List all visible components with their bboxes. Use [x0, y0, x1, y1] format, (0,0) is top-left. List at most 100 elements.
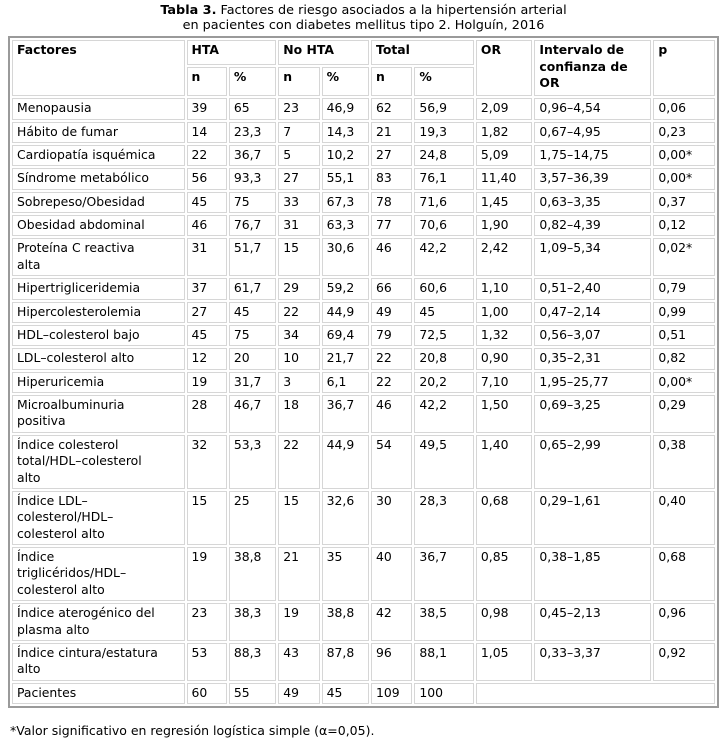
- factor-cell: Hipercolesterolemia: [12, 301, 185, 323]
- total-n-cell: 40: [371, 547, 413, 602]
- nohta-pct-cell: 46,9: [321, 98, 370, 120]
- or-cell: 1,05: [475, 642, 533, 681]
- hta-n-cell: 15: [186, 490, 227, 546]
- total-pct-cell: 56,9: [414, 98, 474, 120]
- nohta-pct-cell: 59,2: [321, 278, 370, 300]
- total-pct-cell: 71,6: [414, 191, 474, 214]
- ci-cell: 0,35–2,31: [534, 348, 652, 370]
- or-cell: 0,90: [475, 348, 533, 370]
- ci-cell: 1,75–14,75: [534, 144, 652, 167]
- p-cell: 0,92: [653, 642, 715, 681]
- hta-n-cell: 19: [186, 547, 227, 602]
- nohta-pct-cell: 21,7: [321, 348, 370, 370]
- nohta-pct-cell: 44,9: [321, 434, 370, 489]
- hta-n-cell: 28: [186, 395, 227, 433]
- table-row: Hábito de fumar 14 23,3 7 14,3 21 19,3 1,82 0,67…: [12, 121, 715, 143]
- nohta-pct-cell: 14,3: [321, 121, 370, 143]
- table-title-number: Tabla 3.: [160, 3, 217, 18]
- table-row: Índice triglicéridos/HDL– colesterol alt…: [12, 547, 715, 602]
- table-row: Menopausia 39 65 23 46,9 62 56,9 2,09 0,96–4,54 0…: [12, 98, 715, 120]
- or-cell: 7,10: [475, 371, 533, 394]
- nohta-n-cell: 23: [278, 98, 320, 120]
- total-n-cell: 27: [371, 144, 413, 167]
- nohta-pct-cell: 6,1: [321, 371, 370, 394]
- or-cell: 2,09: [475, 98, 533, 120]
- subheader-total-pct: %: [414, 67, 474, 97]
- total-n-cell: 49: [371, 301, 413, 323]
- nohta-n-cell: 22: [278, 434, 320, 489]
- total-n-cell: 78: [371, 191, 413, 214]
- ci-cell: 0,67–4,95: [534, 121, 652, 143]
- hta-pct-cell: 61,7: [228, 278, 277, 300]
- total-pct-cell: 72,5: [414, 324, 474, 347]
- hta-n-cell: 45: [186, 191, 227, 214]
- factor-cell: Hábito de fumar: [12, 121, 185, 143]
- factor-cell: Hiperuricemia: [12, 371, 185, 394]
- nohta-n-cell: 3: [278, 371, 320, 394]
- or-cell: 2,42: [475, 238, 533, 277]
- nohta-n-cell: 29: [278, 278, 320, 300]
- hta-pct-cell: 65: [228, 98, 277, 120]
- or-cell: 0,68: [475, 490, 533, 546]
- nohta-n-cell: 15: [278, 238, 320, 277]
- p-cell: 0,06: [653, 98, 715, 120]
- p-cell: 0,40: [653, 490, 715, 546]
- or-cell: 1,90: [475, 215, 533, 237]
- hta-n-cell: 14: [186, 121, 227, 143]
- col-header-hta: HTA: [186, 40, 277, 66]
- subheader-total-n: n: [371, 67, 413, 97]
- col-header-no-hta: No HTA: [278, 40, 370, 66]
- hta-n-cell: 12: [186, 348, 227, 370]
- table-row: Cardiopatía isquémica 22 36,7 5 10,2 27 24,8 5,…: [12, 144, 715, 167]
- total-n-cell: 62: [371, 98, 413, 120]
- ci-cell: 3,57–36,39: [534, 168, 652, 190]
- hta-pct-cell: 38,8: [228, 547, 277, 602]
- factor-cell: Menopausia: [12, 98, 185, 120]
- ci-cell: 0,69–3,25: [534, 395, 652, 433]
- col-header-or: OR: [475, 40, 533, 97]
- hta-n-cell: 56: [186, 168, 227, 190]
- p-cell: 0,00*: [653, 168, 715, 190]
- ci-cell: 1,95–25,77: [534, 371, 652, 394]
- nohta-n-cell: 7: [278, 121, 320, 143]
- factor-cell: HDL–colesterol bajo: [12, 324, 185, 347]
- col-header-factores: Factores: [12, 40, 185, 97]
- nohta-pct-cell: 32,6: [321, 490, 370, 546]
- table-row: Índice cintura/estatura alto 53 88,3 43 87,8…: [12, 642, 715, 681]
- total-pct-cell: 49,5: [414, 434, 474, 489]
- hta-pct-cell: 38,3: [228, 603, 277, 641]
- hta-n-cell: 27: [186, 301, 227, 323]
- total-n-cell: 21: [371, 121, 413, 143]
- nohta-pct-cell: 38,8: [321, 603, 370, 641]
- or-cell: 1,10: [475, 278, 533, 300]
- nohta-n-cell: 27: [278, 168, 320, 190]
- hta-pct-cell: 75: [228, 324, 277, 347]
- total-pct-cell: 19,3: [414, 121, 474, 143]
- nohta-pct-cell: 44,9: [321, 301, 370, 323]
- header-row-groups: Factores HTA No HTA Total OR Intervalo d…: [12, 40, 715, 97]
- hta-n-cell: 53: [186, 642, 227, 681]
- factor-cell: Proteína C reactiva alta: [12, 238, 185, 277]
- hta-pct-cell: 53,3: [228, 434, 277, 489]
- factor-cell: LDL–colesterol alto: [12, 348, 185, 370]
- nohta-n-cell: 49: [278, 682, 320, 705]
- hta-pct-cell: 25: [228, 490, 277, 546]
- factor-cell: Síndrome metabólico: [12, 168, 185, 190]
- or-cell: 11,40: [475, 168, 533, 190]
- hta-n-cell: 32: [186, 434, 227, 489]
- p-cell: 0,00*: [653, 144, 715, 167]
- table-row: Índice aterogénico del plasma alto 23 38,3…: [12, 603, 715, 641]
- hta-pct-cell: 93,3: [228, 168, 277, 190]
- ci-cell: 0,82–4,39: [534, 215, 652, 237]
- or-cell: 1,50: [475, 395, 533, 433]
- ci-cell: 0,65–2,99: [534, 434, 652, 489]
- hta-pct-cell: 55: [228, 682, 277, 705]
- col-header-p: p: [653, 40, 715, 97]
- hta-pct-cell: 31,7: [228, 371, 277, 394]
- total-n-cell: 54: [371, 434, 413, 489]
- factor-cell: Índice aterogénico del plasma alto: [12, 603, 185, 641]
- p-cell: 0,51: [653, 324, 715, 347]
- hta-n-cell: 31: [186, 238, 227, 277]
- total-pct-cell: 38,5: [414, 603, 474, 641]
